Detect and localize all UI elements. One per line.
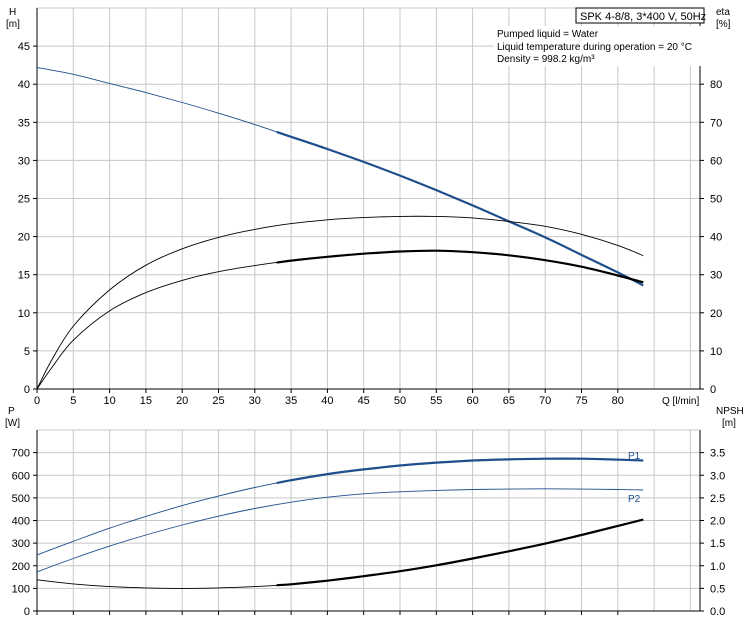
y2-tick-label: 70 bbox=[710, 117, 722, 129]
title-box bbox=[575, 7, 705, 24]
x-tick-label: 60 bbox=[466, 395, 478, 407]
y-tick-label: 400 bbox=[12, 516, 30, 528]
info-density: Density = 998.2 kg/m³ bbox=[497, 54, 595, 65]
y-tick-label: 200 bbox=[12, 561, 30, 573]
eta_lower-operating-range bbox=[276, 249, 644, 284]
y2-tick-label: 40 bbox=[710, 232, 722, 244]
y-unit-head: [m] bbox=[6, 19, 20, 30]
y2-tick-label: 3.5 bbox=[710, 448, 725, 460]
eta_lower-curve bbox=[36, 250, 644, 390]
x-tick-label: 70 bbox=[539, 395, 551, 407]
info-box-bg bbox=[494, 26, 704, 66]
y2-tick-label: 2.0 bbox=[710, 516, 725, 528]
x-tick-label: 80 bbox=[612, 395, 624, 407]
y-tick-label: 15 bbox=[18, 270, 30, 282]
y-tick-label: 600 bbox=[12, 470, 30, 482]
y2-tick-label: 80 bbox=[710, 79, 722, 91]
npsh-operating-range bbox=[276, 518, 644, 587]
y-tick-label: 0 bbox=[24, 606, 30, 618]
y2-label-eta: eta bbox=[716, 7, 730, 18]
y-tick-label: 10 bbox=[18, 308, 30, 320]
x-tick-label: 75 bbox=[575, 395, 587, 407]
x-tick-label: 20 bbox=[176, 395, 188, 407]
y-tick-label: 20 bbox=[18, 232, 30, 244]
top-panel-curves bbox=[36, 66, 644, 390]
x-tick-label: 50 bbox=[394, 395, 406, 407]
top-panel-ticks: 0 5 10 15 20 25 30 35 40 45 50 55 60 65 70 75 80 0 5 10 15 20… bbox=[18, 41, 723, 407]
bottom-panel-grid bbox=[36, 429, 701, 612]
y-tick-label: 500 bbox=[12, 493, 30, 505]
y-tick-label: 45 bbox=[18, 41, 30, 53]
x-tick-label: 5 bbox=[70, 395, 76, 407]
y2-tick-label: 2.5 bbox=[710, 493, 725, 505]
y-tick-label: 35 bbox=[18, 117, 30, 129]
x-tick-label: 15 bbox=[140, 395, 152, 407]
info-temperature: Liquid temperature during operation = 20… bbox=[497, 42, 692, 53]
y2-tick-label: 20 bbox=[710, 308, 722, 320]
y-tick-label: 40 bbox=[18, 79, 30, 91]
y2-tick-label: 30 bbox=[710, 270, 722, 282]
y-label-power: P bbox=[8, 406, 15, 417]
y2-tick-label: 1.0 bbox=[710, 561, 725, 573]
series-label-p2: P2 bbox=[628, 494, 641, 505]
y-tick-label: 5 bbox=[24, 346, 30, 358]
x-tick-label: 35 bbox=[285, 395, 297, 407]
y2-tick-label: 0.5 bbox=[710, 583, 725, 595]
y-label-head: H bbox=[9, 7, 16, 18]
eta_upper-curve bbox=[36, 215, 644, 390]
y2-tick-label: 60 bbox=[710, 155, 722, 167]
chart-title: SPK 4-8/8, 3*400 V, 50Hz bbox=[580, 11, 706, 23]
y-tick-label: 700 bbox=[12, 448, 30, 460]
head-operating-range bbox=[276, 130, 644, 287]
y2-tick-label: 10 bbox=[710, 346, 722, 358]
y-unit-power: [W] bbox=[5, 418, 20, 429]
x-tick-label: 65 bbox=[503, 395, 515, 407]
y2-tick-label: 50 bbox=[710, 194, 722, 206]
info-liquid: Pumped liquid = Water bbox=[497, 29, 599, 40]
series-label-p1: P1 bbox=[628, 451, 641, 462]
bottom-panel-ticks: 0 100 200 300 400 500 600 700 0.0 0.5 1.0 1.5 2.0 2.5… bbox=[12, 448, 726, 618]
y-tick-label: 30 bbox=[18, 155, 30, 167]
y-tick-label: 0 bbox=[24, 384, 30, 396]
x-tick-label: 30 bbox=[249, 395, 261, 407]
p1-operating-range bbox=[276, 457, 644, 485]
y2-tick-label: 0.0 bbox=[710, 606, 725, 618]
x-tick-label: 45 bbox=[358, 395, 370, 407]
head-curve bbox=[36, 66, 644, 286]
y2-tick-label: 0 bbox=[710, 384, 716, 396]
x-tick-label: 0 bbox=[34, 395, 40, 407]
y2-label-npsh: NPSH bbox=[716, 406, 744, 417]
x-tick-label: 55 bbox=[430, 395, 442, 407]
y-tick-label: 100 bbox=[12, 583, 30, 595]
x-tick-label: 25 bbox=[212, 395, 224, 407]
y-tick-label: 300 bbox=[12, 538, 30, 550]
x-tick-label: 10 bbox=[103, 395, 115, 407]
y2-tick-label: 1.5 bbox=[710, 538, 725, 550]
y2-unit-npsh: [m] bbox=[722, 418, 736, 429]
y-tick-label: 25 bbox=[18, 194, 30, 206]
y2-tick-label: 3.0 bbox=[710, 470, 725, 482]
x-tick-label: 40 bbox=[321, 395, 333, 407]
p2-curve bbox=[36, 488, 644, 573]
bottom-panel-curves bbox=[36, 457, 644, 589]
x-label-q: Q [l/min] bbox=[662, 396, 699, 407]
y2-unit-eta: [%] bbox=[716, 19, 731, 30]
